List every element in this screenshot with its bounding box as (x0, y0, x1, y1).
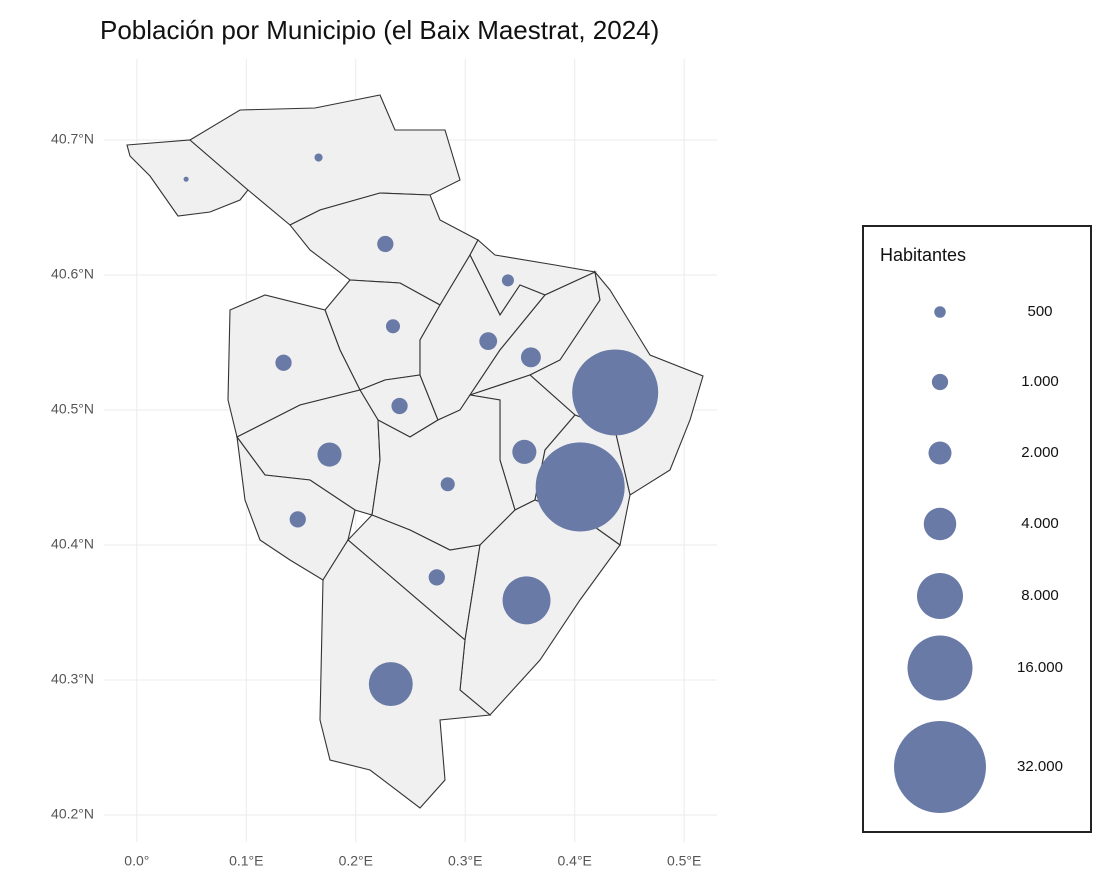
bubble (512, 439, 537, 464)
x-tick-label: 0.1°E (229, 853, 263, 869)
legend-label: 1.000 (1021, 373, 1059, 390)
municipalities (126, 94, 704, 809)
x-tick-label: 0.3°E (448, 853, 482, 869)
legend-symbol (923, 507, 957, 541)
bubble (391, 397, 408, 415)
chart-title: Población por Municipio (el Baix Maestra… (100, 15, 659, 45)
legend-symbol (931, 373, 949, 391)
legend-label: 4.000 (1021, 515, 1059, 532)
bubble (440, 477, 455, 492)
y-tick-label: 40.6°N (51, 266, 94, 282)
bubble (377, 235, 394, 253)
bubble (289, 511, 306, 528)
y-tick-label: 40.3°N (51, 671, 94, 687)
y-tick-label: 40.2°N (51, 806, 94, 822)
bubble (535, 442, 625, 532)
y-tick-label: 40.5°N (51, 401, 94, 417)
bubble (520, 347, 541, 368)
bubble (572, 349, 659, 436)
legend-symbol (907, 635, 973, 701)
bubble (502, 576, 551, 625)
x-tick-label: 0.0° (124, 853, 149, 869)
x-tick-label: 0.2°E (339, 853, 373, 869)
legend-label: 500 (1027, 303, 1052, 320)
legend-symbol (917, 573, 963, 619)
y-tick-label: 40.4°N (51, 536, 94, 552)
legend-label: 16.000 (1017, 659, 1063, 676)
legend-symbol (894, 721, 986, 813)
legend-label: 8.000 (1021, 587, 1059, 604)
legend-title: Habitantes (880, 245, 966, 265)
bubble (479, 332, 498, 351)
legend-box (862, 225, 1092, 833)
x-tick-label: 0.5°E (667, 853, 701, 869)
legend-label: 32.000 (1017, 758, 1063, 775)
bubble (501, 274, 514, 287)
bubble (368, 662, 413, 707)
legend: 500 1.000 2.000 4.000 8.000 16.000 32.000 (894, 303, 1063, 813)
bubble (317, 442, 342, 467)
bubble (385, 319, 401, 334)
bubble (183, 176, 189, 182)
x-tick-label: 0.4°E (557, 853, 591, 869)
y-tick-label: 40.7°N (51, 131, 94, 147)
bubbles (183, 153, 659, 707)
legend-symbol (934, 306, 946, 318)
bubble (428, 569, 445, 586)
bubble (275, 354, 292, 371)
bubble (314, 153, 323, 162)
legend-label: 2.000 (1021, 444, 1059, 461)
legend-symbol (928, 441, 952, 465)
